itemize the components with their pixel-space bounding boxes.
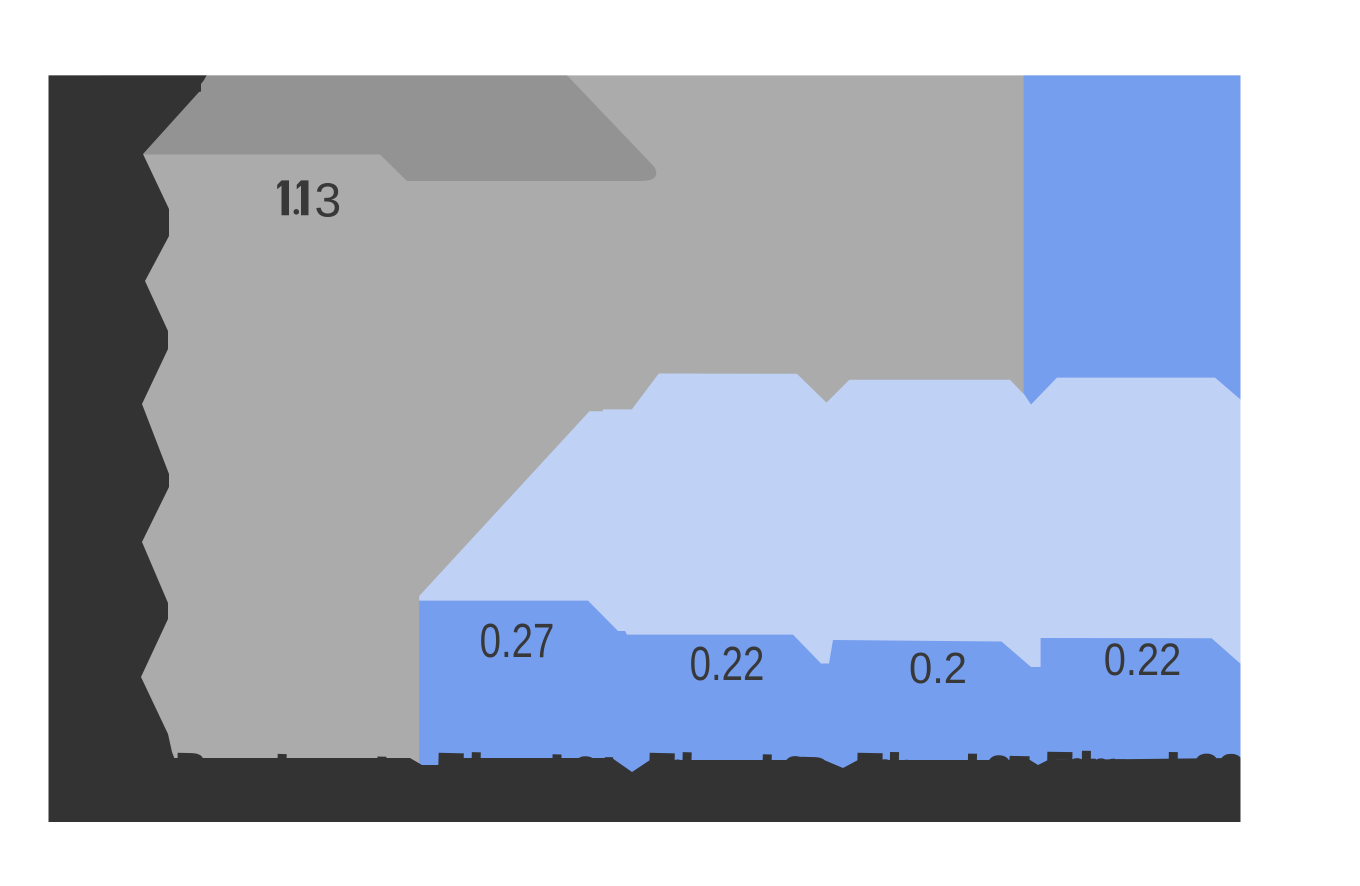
svg-text:0.22: 0.22 [690,638,765,691]
svg-text:3: 3 [314,174,341,227]
svg-text:Edmunds 3-1: Edmunds 3-1 [437,747,619,796]
svg-text:Benchmark: Benchmark [176,747,400,797]
svg-text:0.2: 0.2 [909,644,967,693]
svg-text:Edmunds 3-8: Edmunds 3-8 [1046,746,1243,793]
svg-text:Edmunds 3-5: Edmunds 3-5 [856,747,1031,795]
svg-text:0.22: 0.22 [1104,636,1181,686]
svg-text:0.27: 0.27 [480,615,555,668]
svg-text:Edmunds 3B: Edmunds 3B [648,747,829,796]
